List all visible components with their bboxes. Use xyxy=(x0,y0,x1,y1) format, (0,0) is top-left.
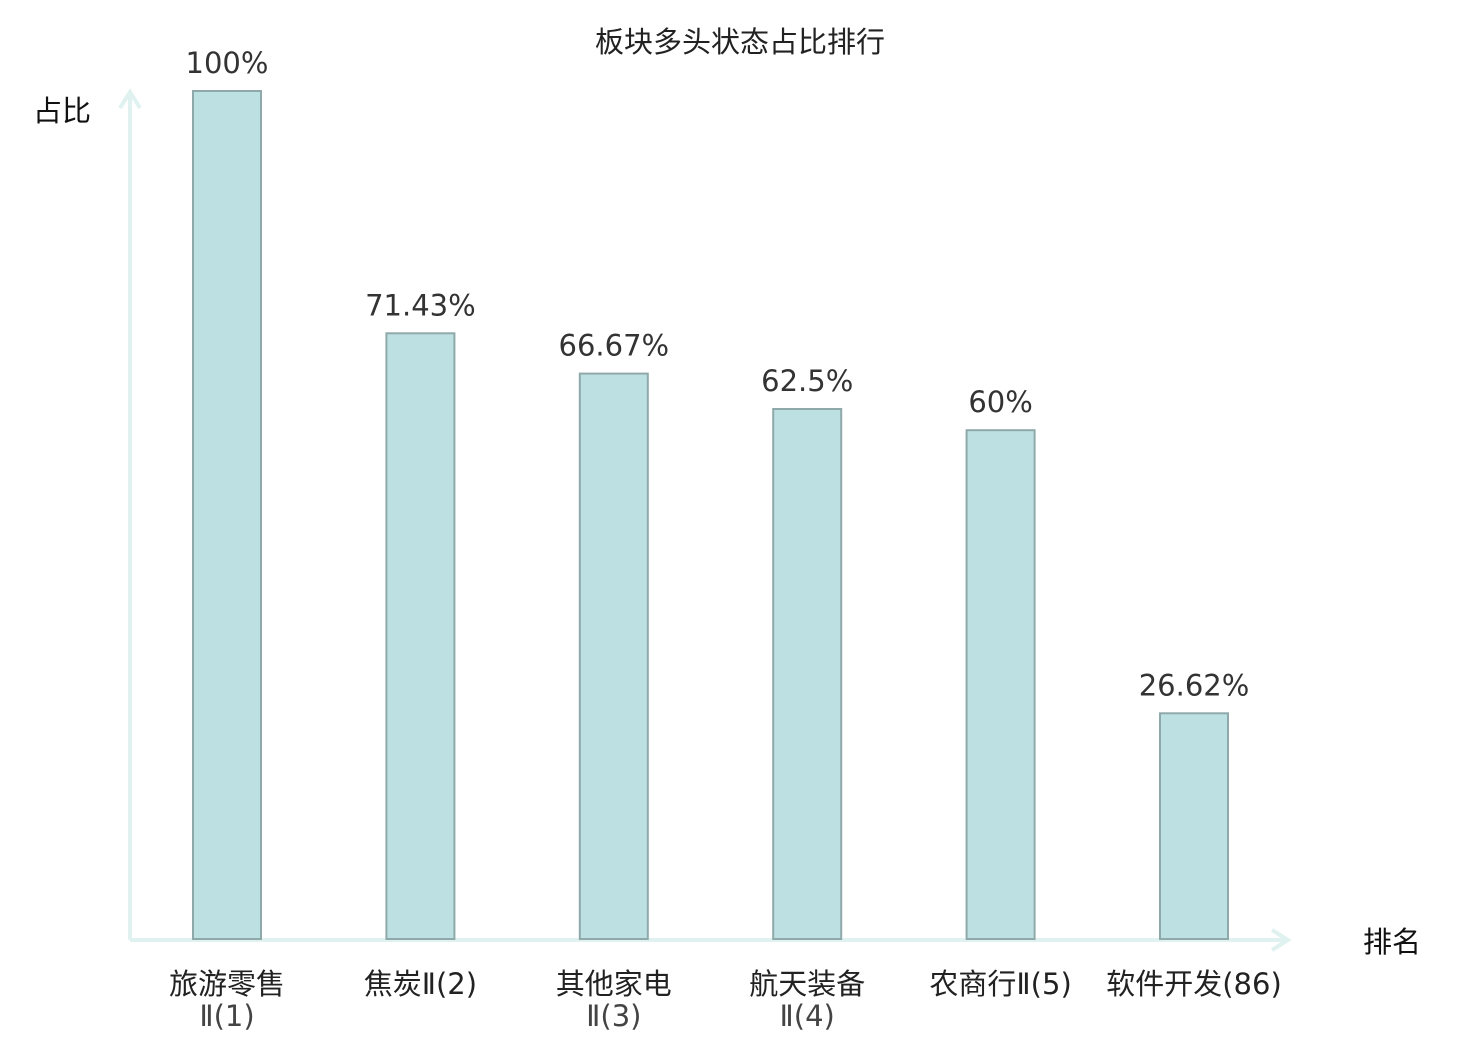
x-axis-label: 排名 xyxy=(1363,925,1421,959)
value-label-2: 71.43% xyxy=(365,288,476,322)
value-label-3: 66.67% xyxy=(559,329,670,363)
bar-3 xyxy=(578,372,649,941)
value-label-4: 62.5% xyxy=(761,364,853,398)
y-axis-label: 占比 xyxy=(33,94,91,128)
category-label-6: 软件开发(86) xyxy=(1106,967,1282,1001)
bar-6 xyxy=(1159,712,1229,940)
value-label-5: 60% xyxy=(968,385,1032,419)
category-label-4-line-2: Ⅱ(4) xyxy=(780,999,835,1033)
value-label-6: 26.62% xyxy=(1139,668,1250,702)
bar-2 xyxy=(385,332,456,940)
bar-1 xyxy=(192,90,262,940)
value-label-1: 100% xyxy=(186,46,269,80)
y-axis-arrow xyxy=(118,88,142,110)
x-axis-arrow xyxy=(1270,928,1292,952)
bars-group xyxy=(192,90,1229,941)
category-label-3: 其他家电 xyxy=(556,967,672,1001)
value-labels-group: 100% 71.43% 66.67% 62.5% 60% 26.62% xyxy=(186,46,1250,702)
category-label-3-line-2: Ⅱ(3) xyxy=(586,999,641,1033)
category-label-2: 焦炭Ⅱ(2) xyxy=(364,967,477,1001)
bar-4 xyxy=(772,408,843,940)
bar-5 xyxy=(965,429,1036,940)
chart-title: 板块多头状态占比排行 xyxy=(595,25,885,59)
category-label-4: 航天装备 xyxy=(749,967,865,1001)
category-label-1-line-2: Ⅱ(1) xyxy=(199,999,254,1033)
category-label-5: 农商行Ⅱ(5) xyxy=(929,967,1071,1001)
category-label-1: 旅游零售 xyxy=(169,967,285,1001)
